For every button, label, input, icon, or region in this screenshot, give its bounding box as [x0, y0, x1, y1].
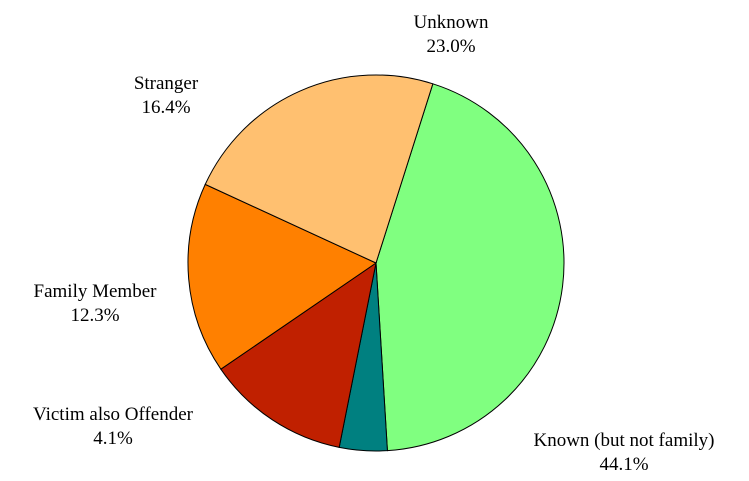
- slice-labels: Known (but not family) 44.1% Victim also O…: [33, 12, 714, 475]
- slice-label-victim-also-offender: Victim also Offender: [33, 404, 194, 425]
- pie-slice-known-but-not-family: [375, 83, 565, 452]
- slice-value-stranger: 16.4%: [141, 97, 190, 118]
- slice-label-stranger: Stranger: [134, 73, 199, 94]
- slice-label-known-but-not-family: Known (but not family): [533, 430, 714, 451]
- slice-label-unknown: Unknown: [414, 12, 489, 33]
- slice-value-victim-also-offender: 4.1%: [93, 428, 133, 449]
- slice-label-family-member: Family Member: [34, 281, 158, 302]
- slice-value-family-member: 12.3%: [70, 305, 119, 326]
- slice-value-unknown: 23.0%: [426, 36, 475, 57]
- pie-slice-stranger: [187, 183, 378, 370]
- pie-slice-unknown: [204, 74, 434, 264]
- slice-value-known-but-not-family: 44.1%: [599, 454, 648, 475]
- pie-slice-family-member: [220, 261, 377, 448]
- pie-slices: [187, 74, 565, 452]
